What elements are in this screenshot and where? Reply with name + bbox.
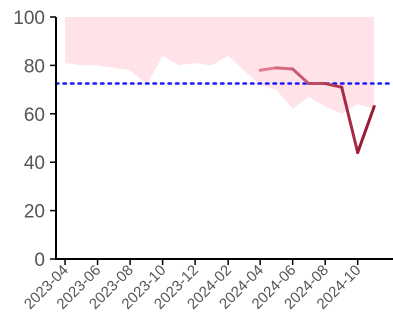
y-tick-label: 20 <box>24 202 45 223</box>
series-0-segment <box>291 67 311 86</box>
series-0-segment <box>356 105 376 155</box>
y-tick-label: 100 <box>13 8 45 29</box>
y-tick-label: 40 <box>24 153 45 174</box>
y-tick-label: 60 <box>24 105 45 126</box>
y-ticks: 0 20 40 60 80 100 <box>13 8 56 271</box>
series-0-segment <box>274 66 295 71</box>
y-tick-label: 0 <box>34 250 45 271</box>
series-0-segment <box>340 85 360 155</box>
series-0-segment <box>323 82 344 89</box>
y-tick-label: 80 <box>24 56 45 77</box>
axes <box>55 17 393 260</box>
x-ticks: 2023-042023-062023-082023-102023-122024-… <box>21 259 365 313</box>
confidence-band <box>65 17 375 114</box>
series-layer <box>258 66 376 155</box>
band-area <box>65 17 375 114</box>
series-0-segment <box>258 66 278 72</box>
